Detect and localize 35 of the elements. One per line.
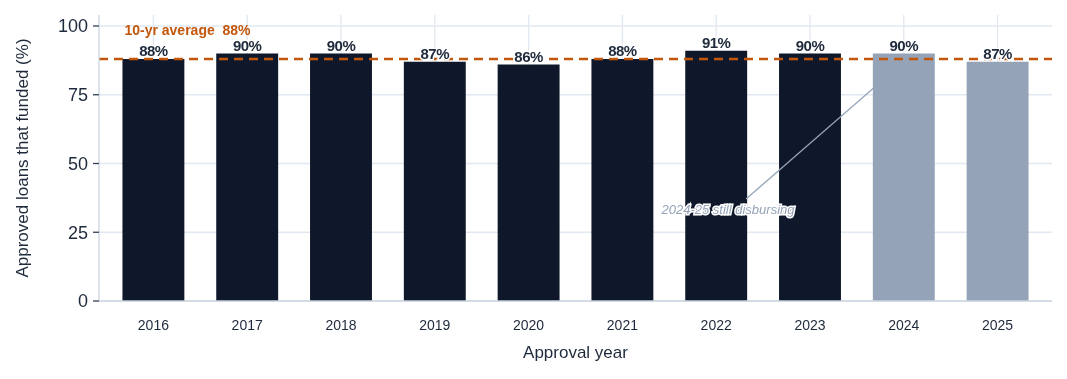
data-label: 90% xyxy=(326,36,356,54)
data-label: 88% xyxy=(608,42,637,59)
y-tick-label: 25 xyxy=(67,222,88,243)
x-tick-label: 2017 xyxy=(231,317,263,333)
x-axis-title: Approval year xyxy=(523,343,629,362)
x-tick-label: 2019 xyxy=(419,317,451,333)
y-tick-label: 0 xyxy=(77,291,88,312)
y-axis-title: Approved loans that funded (%) xyxy=(13,38,32,278)
bar xyxy=(216,53,279,301)
bar xyxy=(591,59,654,301)
x-tick-label: 2018 xyxy=(325,317,357,333)
x-tick-label: 2023 xyxy=(794,317,826,333)
x-tick-label: 2024 xyxy=(888,317,920,333)
y-tick-label: 50 xyxy=(67,153,88,174)
bar xyxy=(872,53,935,301)
x-tick-label: 2020 xyxy=(513,317,545,333)
y-tick-label: 75 xyxy=(67,85,88,106)
x-tick-label: 2016 xyxy=(137,317,170,333)
bar xyxy=(497,64,560,301)
bar xyxy=(122,59,185,301)
data-label: 87% xyxy=(983,44,1013,62)
x-tick-label: 2025 xyxy=(982,317,1014,333)
data-label: 90% xyxy=(795,36,825,54)
x-tick-label: 2022 xyxy=(700,317,732,333)
y-tick-label: 100 xyxy=(57,16,88,37)
bar xyxy=(310,53,372,301)
data-label: 90% xyxy=(232,36,262,54)
x-tick-label: 2021 xyxy=(606,317,639,333)
data-label: 91% xyxy=(701,33,731,51)
data-label: 87% xyxy=(420,44,450,62)
data-label: 88% xyxy=(139,42,168,59)
data-label: 90% xyxy=(889,36,919,54)
bar xyxy=(966,61,1029,301)
bar xyxy=(403,61,466,301)
ref-line-label: 10-yr average 88% xyxy=(124,22,252,38)
